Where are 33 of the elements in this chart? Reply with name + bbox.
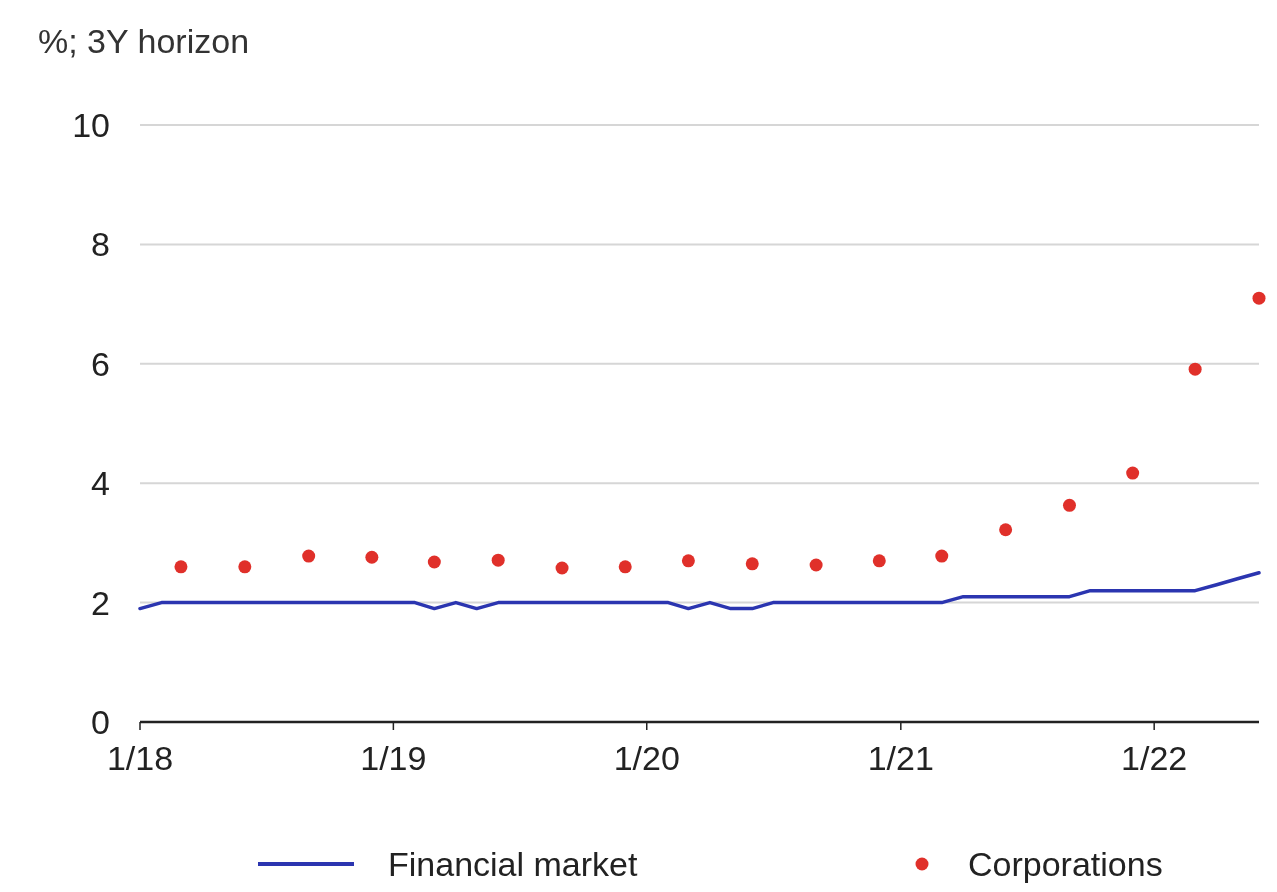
y-tick-label: 0	[91, 703, 110, 741]
point	[1062, 498, 1076, 512]
point	[745, 557, 759, 571]
legend-label: Financial market	[388, 845, 638, 883]
x-tick-label: 1/18	[106, 739, 174, 777]
y-axis-title: %; 3Y horizon	[38, 22, 250, 60]
point	[1252, 291, 1266, 305]
y-tick-label: 4	[91, 464, 110, 503]
point	[618, 560, 632, 574]
point	[238, 560, 252, 574]
point	[427, 555, 441, 569]
point	[935, 549, 949, 563]
point	[1188, 362, 1202, 376]
x-tick-label: 1/19	[360, 739, 427, 777]
y-tick-label: 8	[91, 225, 110, 264]
x-tick-label: 1/22	[1121, 739, 1188, 777]
point	[174, 560, 188, 574]
x-tick-label: 1/21	[867, 739, 934, 777]
point	[365, 550, 379, 564]
y-tick-label: 10	[72, 106, 110, 144]
point	[491, 553, 505, 567]
point	[1126, 466, 1140, 480]
x-tick-label: 1/20	[613, 739, 680, 777]
point	[555, 561, 569, 575]
legend-label: Corporations	[968, 845, 1163, 883]
point	[302, 549, 316, 563]
point	[809, 558, 823, 572]
point	[999, 523, 1013, 537]
point	[872, 554, 886, 568]
point	[681, 554, 695, 568]
y-tick-label: 2	[91, 583, 110, 622]
y-tick-label: 6	[91, 344, 110, 383]
line-series	[138, 571, 1261, 611]
